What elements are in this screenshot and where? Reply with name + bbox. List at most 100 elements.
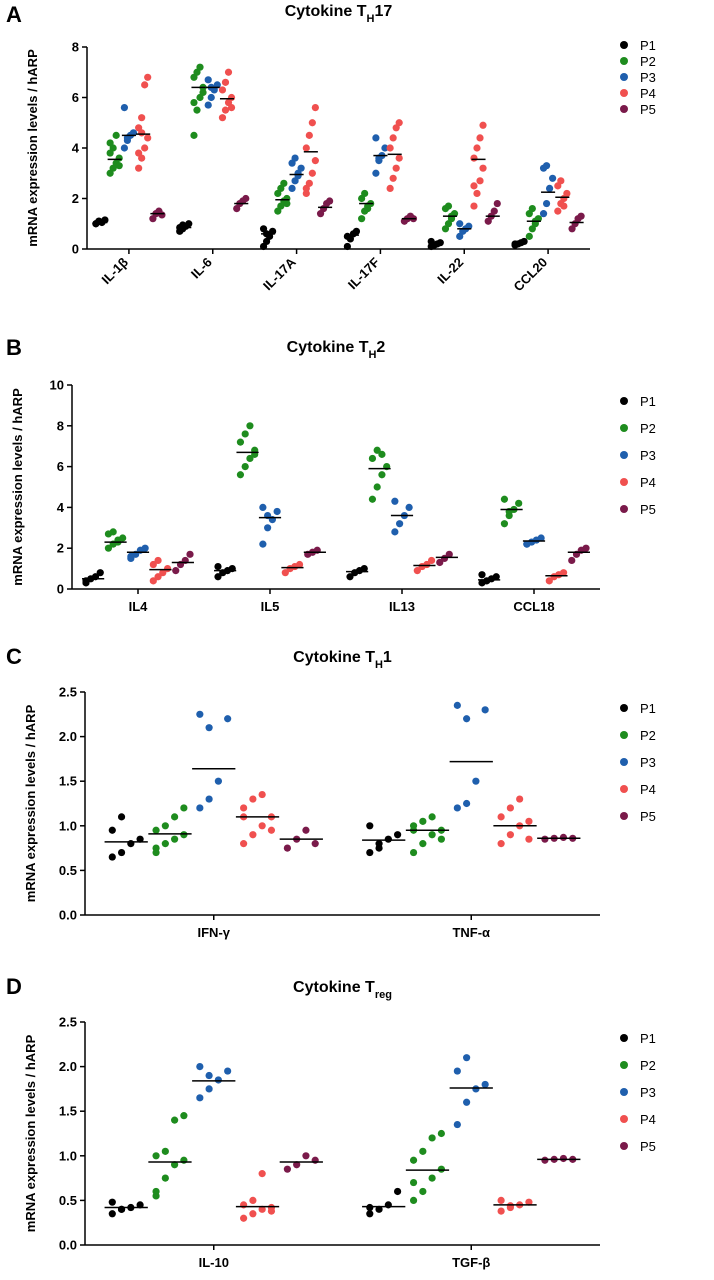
- data-point: [171, 835, 179, 843]
- legend-label: P2: [640, 421, 656, 436]
- data-point: [96, 569, 104, 577]
- data-point: [525, 835, 533, 843]
- data-point: [427, 556, 436, 565]
- data-point: [525, 817, 533, 825]
- data-point: [141, 544, 149, 552]
- data-point: [108, 1198, 116, 1206]
- legend-label: P2: [640, 1058, 656, 1073]
- data-point: [395, 154, 403, 162]
- chart-title: Cytokine TH1: [293, 649, 392, 671]
- data-point: [437, 1165, 445, 1173]
- x-tick-label: TGF-β: [452, 1255, 490, 1270]
- title-part: H: [367, 13, 375, 25]
- legend-marker: [620, 1115, 628, 1123]
- data-point: [326, 197, 334, 205]
- data-point: [205, 795, 213, 803]
- data-point: [394, 1187, 402, 1196]
- legend-label: P2: [640, 728, 656, 743]
- data-point: [204, 101, 212, 109]
- data-point: [144, 134, 152, 142]
- data-point: [563, 189, 571, 198]
- data-point: [283, 199, 291, 208]
- data-point: [360, 565, 368, 573]
- legend-marker: [620, 105, 628, 113]
- data-point: [409, 848, 418, 857]
- title-part: 1: [383, 649, 392, 666]
- data-point: [171, 1161, 179, 1169]
- data-point: [470, 154, 478, 162]
- y-axis-label: mRNA expression levels / hARP: [10, 388, 25, 586]
- legend-label: P1: [640, 701, 656, 716]
- data-point: [227, 104, 236, 112]
- data-point: [493, 199, 501, 208]
- data-point: [437, 835, 445, 843]
- data-point: [161, 1147, 169, 1155]
- y-tick-label: 1.0: [59, 818, 77, 833]
- title-part: H: [375, 659, 383, 671]
- data-point: [545, 577, 553, 585]
- legend-marker: [620, 1142, 628, 1150]
- x-tick-label: CCL20: [510, 255, 550, 295]
- data-point: [242, 194, 250, 203]
- legend-label: P4: [640, 86, 656, 101]
- y-tick-label: 1.5: [59, 1104, 77, 1119]
- legend-label: P5: [640, 1139, 656, 1154]
- data-point: [372, 169, 380, 177]
- x-tick-label: IL4: [129, 599, 149, 614]
- data-point: [478, 571, 486, 579]
- data-point: [190, 98, 198, 107]
- data-point: [149, 577, 157, 585]
- x-tick-label: IL5: [261, 599, 280, 614]
- data-point: [506, 831, 514, 839]
- data-point: [152, 1152, 160, 1160]
- x-tick-label: IL-17A: [260, 254, 299, 293]
- x-tick-label: IL-17F: [345, 254, 383, 292]
- legend-label: P1: [640, 394, 656, 409]
- data-point: [280, 179, 288, 187]
- data-point: [525, 232, 533, 240]
- data-point: [180, 831, 188, 839]
- data-point: [366, 848, 374, 857]
- data-point: [539, 210, 548, 218]
- title-part: Cytokine T: [287, 339, 369, 356]
- data-point: [549, 174, 557, 182]
- data-point: [308, 169, 316, 177]
- data-point: [472, 1085, 480, 1093]
- data-point: [392, 164, 400, 172]
- data-point: [394, 831, 402, 839]
- legend-marker: [620, 424, 628, 432]
- data-point: [311, 840, 319, 848]
- data-point: [568, 556, 576, 565]
- legend-marker: [620, 89, 628, 97]
- data-point: [560, 202, 568, 210]
- data-point: [199, 88, 207, 97]
- data-point: [185, 220, 193, 228]
- data-point: [364, 205, 372, 213]
- data-point: [413, 567, 421, 575]
- data-point: [473, 144, 481, 152]
- legend-label: P4: [640, 782, 656, 797]
- data-point: [419, 1187, 427, 1196]
- legend-label: P3: [640, 70, 656, 85]
- data-point: [391, 528, 399, 536]
- y-axis-label: mRNA expression levels / hARP: [23, 704, 38, 902]
- data-point: [497, 840, 505, 848]
- data-point: [186, 550, 194, 558]
- data-point: [109, 528, 117, 536]
- y-tick-label: 10: [50, 378, 64, 393]
- data-point: [463, 799, 471, 808]
- data-point: [559, 569, 568, 577]
- data-point: [302, 826, 310, 834]
- data-point: [108, 853, 116, 861]
- data-point: [516, 795, 524, 803]
- data-point: [463, 1054, 471, 1062]
- legend-label: P4: [640, 475, 656, 490]
- data-point: [258, 1170, 266, 1178]
- data-point: [490, 207, 498, 215]
- title-part: Cytokine T: [293, 649, 375, 666]
- data-point: [205, 724, 213, 732]
- data-point: [154, 556, 162, 565]
- data-point: [117, 813, 126, 821]
- legend-marker: [620, 704, 628, 712]
- data-point: [112, 131, 120, 139]
